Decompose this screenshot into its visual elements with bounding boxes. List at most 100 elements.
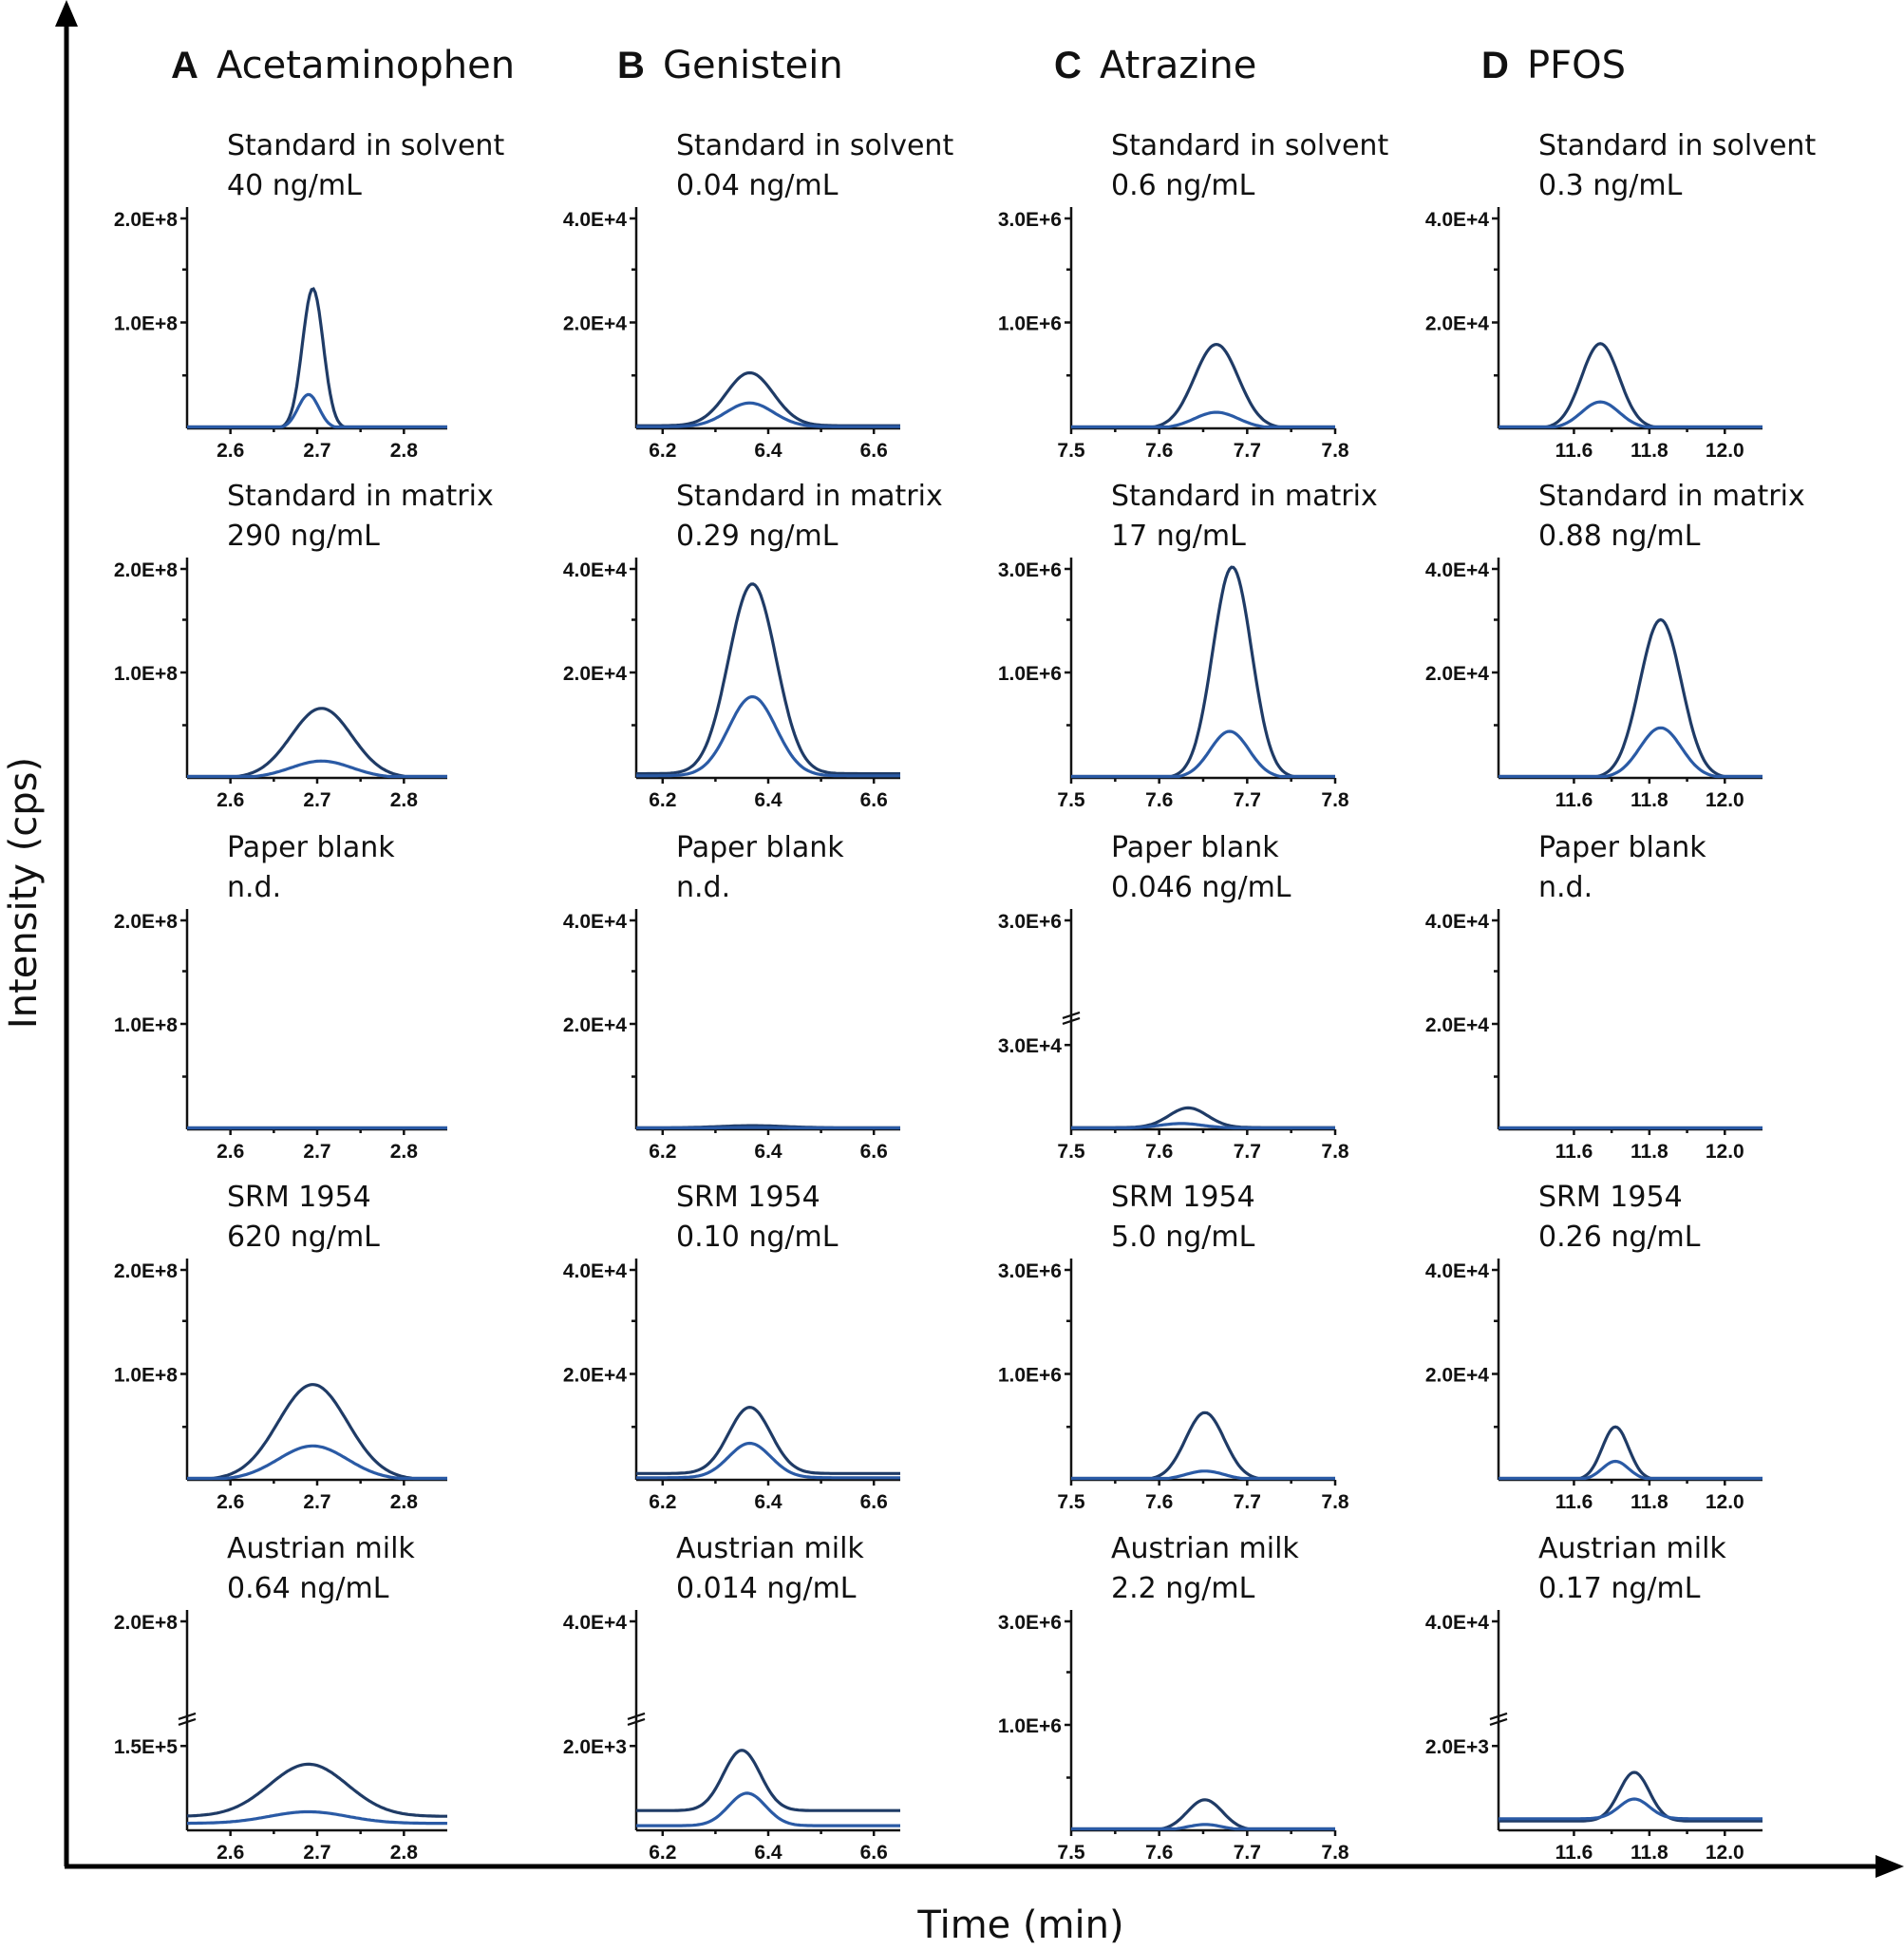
- y-tick-label: 4.0E+4: [563, 559, 627, 581]
- y-tick-label: 3.0E+6: [998, 1612, 1062, 1634]
- x-tick-label: 6.6: [860, 789, 888, 811]
- y-tick-label: 4.0E+4: [1425, 559, 1489, 581]
- trace-qualifier: [187, 392, 447, 429]
- y-tick-label: 4.0E+4: [563, 209, 627, 231]
- panel-sample-label: Standard in solvent: [1111, 129, 1388, 162]
- panel: Standard in solvent 40 ng/mL 2.6 2.7 2.8 1.0E…: [114, 129, 505, 462]
- panel: Paper blank n.d. 6.2 6.4 6.6 2.0E+4 4.0E+4: [563, 831, 900, 1163]
- panel-sample-label: Standard in solvent: [676, 129, 953, 162]
- x-axis-arrow-icon: [1876, 1855, 1904, 1878]
- x-tick-label: 7.5: [1057, 1842, 1085, 1864]
- panel-concentration-label: 40 ng/mL: [227, 169, 362, 202]
- x-tick-label: 2.6: [217, 440, 244, 462]
- y-tick-label: 2.0E+4: [1425, 313, 1489, 335]
- x-tick-label: 2.6: [217, 1491, 244, 1513]
- panel: Standard in solvent 0.04 ng/mL 6.2 6.4 6.6 2.…: [563, 129, 954, 462]
- panel-sample-label: Austrian milk: [227, 1532, 415, 1565]
- y-tick-label: 2.0E+4: [563, 313, 627, 335]
- column-c: C Atrazine Standard in solvent 0.6 ng/mL 7.5…: [998, 44, 1389, 1864]
- x-tick-label: 12.0: [1706, 789, 1744, 811]
- x-tick-label: 2.6: [217, 1141, 244, 1163]
- y-tick-label: 2.0E+4: [1425, 663, 1489, 685]
- panel-sample-label: Paper blank: [1111, 831, 1279, 864]
- trace-quantifier: [636, 1749, 900, 1812]
- trace-quantifier: [187, 1383, 447, 1481]
- x-tick-label: 2.7: [303, 1842, 330, 1864]
- trace-qualifier: [1499, 1459, 1763, 1481]
- x-tick-label: 7.8: [1321, 440, 1349, 462]
- x-tick-label: 6.2: [649, 1842, 676, 1864]
- y-tick-label: 3.0E+6: [998, 559, 1062, 581]
- y-tick-label: 1.0E+8: [114, 1365, 178, 1387]
- column-title: Atrazine: [1100, 44, 1256, 87]
- trace-qualifier: [636, 1791, 900, 1827]
- x-tick-label: 11.6: [1555, 789, 1593, 811]
- x-tick-label: 12.0: [1706, 1141, 1744, 1163]
- panel-concentration-label: 290 ng/mL: [227, 520, 380, 553]
- column-letter: D: [1481, 45, 1509, 86]
- trace-qualifier: [636, 695, 900, 778]
- panel: Austrian milk 0.64 ng/mL 2.6 2.7 2.8 1.5E+5 2.…: [114, 1532, 448, 1864]
- column-letter: B: [617, 45, 645, 86]
- y-tick-label: 2.0E+8: [114, 209, 178, 231]
- panel-sample-label: Paper blank: [676, 831, 844, 864]
- x-tick-label: 2.8: [390, 1842, 419, 1864]
- panel: Paper blank n.d. 2.6 2.7 2.8 1.0E+8 2.0E+8: [114, 831, 447, 1163]
- panel-sample-label: Standard in matrix: [676, 480, 943, 513]
- column-b: B Genistein Standard in solvent 0.04 ng/mL 6…: [563, 44, 954, 1864]
- x-tick-label: 7.7: [1234, 1491, 1261, 1513]
- axis-break-icon: [1062, 1011, 1081, 1025]
- y-tick-label: 1.0E+8: [114, 663, 178, 685]
- trace-quantifier: [187, 707, 447, 779]
- panel-sample-label: Standard in solvent: [227, 129, 504, 162]
- x-tick-label: 6.2: [649, 1491, 676, 1513]
- x-tick-label: 6.4: [754, 1491, 782, 1513]
- x-tick-label: 6.4: [754, 789, 782, 811]
- panel-sample-label: SRM 1954: [1538, 1181, 1683, 1214]
- trace-qualifier: [1071, 1823, 1335, 1831]
- panel-concentration-label: 0.64 ng/mL: [227, 1572, 389, 1605]
- x-tick-label: 12.0: [1706, 1491, 1744, 1513]
- x-tick-label: 2.8: [390, 440, 419, 462]
- trace-qualifier: [1071, 1469, 1335, 1481]
- y-tick-label: 1.0E+8: [114, 1014, 178, 1036]
- x-tick-label: 12.0: [1706, 1842, 1744, 1864]
- y-tick-label: 2.0E+3: [563, 1736, 627, 1758]
- axis-break-icon: [178, 1712, 197, 1726]
- panel: Paper blank n.d. 11.6 11.8 12.0 2.0E+4 4.0E+4: [1425, 831, 1763, 1163]
- panel-grid: A Acetaminophen Standard in solvent 40 ng/m…: [114, 44, 1817, 1864]
- y-tick-label: 4.0E+4: [1425, 209, 1489, 231]
- y-tick-label: 4.0E+4: [1425, 1612, 1489, 1634]
- panel-concentration-label: n.d.: [1538, 871, 1593, 904]
- panel-concentration-label: 0.014 ng/mL: [676, 1572, 857, 1605]
- trace-quantifier: [1071, 565, 1335, 779]
- trace-quantifier: [636, 370, 900, 427]
- y-tick-label: 2.0E+4: [563, 1014, 627, 1036]
- x-tick-label: 7.5: [1057, 1141, 1085, 1163]
- trace-qualifier: [187, 759, 447, 779]
- trace-quantifier: [1499, 617, 1763, 779]
- trace-qualifier: [1071, 729, 1335, 779]
- trace-qualifier: [636, 401, 900, 428]
- x-tick-label: 7.6: [1145, 1491, 1173, 1513]
- trace-quantifier: [186, 1762, 447, 1818]
- x-tick-label: 2.6: [217, 1842, 244, 1864]
- panel-concentration-label: 17 ng/mL: [1111, 520, 1246, 553]
- panel: Austrian milk 0.17 ng/mL 11.6 11.8 12.0 2.0E+…: [1425, 1532, 1763, 1864]
- x-tick-label: 7.8: [1321, 1491, 1349, 1513]
- x-tick-label: 6.4: [754, 1141, 782, 1163]
- trace-qualifier: [636, 1441, 900, 1480]
- panel-concentration-label: 5.0 ng/mL: [1111, 1221, 1255, 1254]
- x-tick-label: 7.5: [1057, 789, 1085, 811]
- trace-quantifier: [636, 1405, 900, 1475]
- x-tick-label: 7.7: [1234, 1141, 1261, 1163]
- panel: Standard in matrix 17 ng/mL 7.5 7.6 7.7 7.8 1.…: [998, 480, 1378, 811]
- panel-sample-label: SRM 1954: [227, 1181, 371, 1214]
- y-tick-label: 4.0E+4: [563, 911, 627, 933]
- panel-concentration-label: 0.26 ng/mL: [1538, 1221, 1701, 1254]
- column-title: Genistein: [663, 44, 843, 87]
- x-tick-label: 6.2: [649, 1141, 676, 1163]
- trace-qualifier: [1071, 1122, 1335, 1130]
- column-title: Acetaminophen: [217, 44, 515, 87]
